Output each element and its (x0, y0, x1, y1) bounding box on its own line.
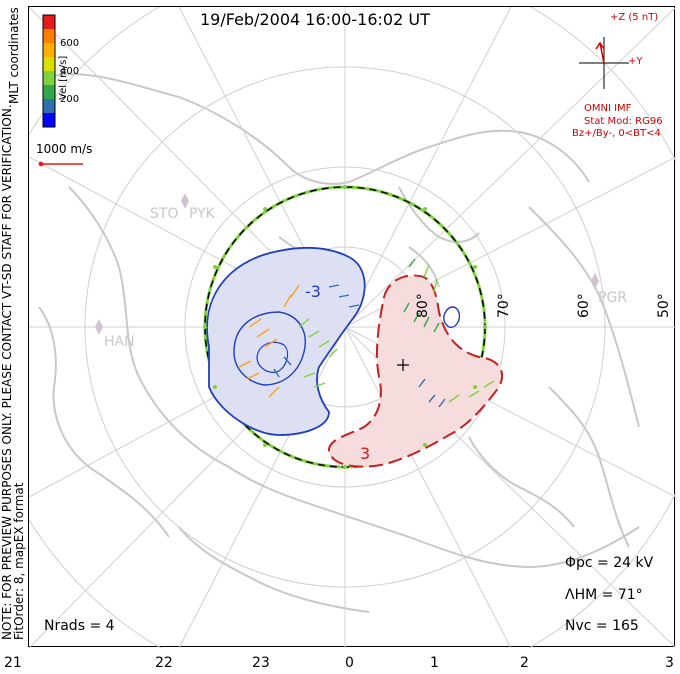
map-frame (28, 6, 676, 648)
imf-model-label: Stat Mod: RG96 (584, 116, 663, 127)
mlt-label-2: 2 (520, 655, 529, 671)
lat-label-60: 60° (576, 293, 592, 318)
color-scale-block (43, 85, 55, 100)
imf-z-label: +Z (5 nT) (610, 12, 659, 23)
negative-contour-inner (233, 311, 306, 386)
map-canvas (29, 7, 676, 648)
phi-pc-readout: Φpc = 24 kV (565, 555, 654, 571)
scale-tick-200: 200 (60, 94, 80, 105)
lambda-hm-readout: ΛHM = 71° (565, 587, 643, 603)
imf-y-label: +Y (628, 56, 643, 67)
lat-label-50: 50° (656, 293, 672, 318)
station-pyk-label: PYK (189, 206, 215, 222)
station-markers (95, 193, 599, 335)
n-vc-readout: Nvc = 165 (565, 618, 639, 634)
fit-order-note: FitOrder: 8, mapEX format (12, 482, 26, 640)
imf-conditions-label: Bz+/By-, 0<BT<4 (572, 128, 661, 139)
station-han-label: HAN (104, 334, 135, 350)
scale-tick-400: 400 (60, 66, 80, 77)
hmb-dots (203, 185, 487, 469)
reference-vector-label: 1000 m/s (36, 142, 93, 156)
color-scale-block (43, 15, 55, 30)
lat-label-80: 80° (415, 293, 431, 318)
mlt-label-0: 0 (345, 655, 354, 671)
color-scale-block (43, 113, 55, 128)
color-scale-block (43, 43, 55, 58)
positive-potential-cell (327, 274, 504, 468)
negative-potential-cell (206, 247, 366, 436)
negative-contour-label: -3 (305, 282, 321, 301)
imf-source-label: OMNI IMF (584, 103, 632, 114)
page-title: 19/Feb/2004 16:00-16:02 UT (200, 10, 430, 29)
scale-tick-600: 600 (60, 38, 80, 49)
reference-vector-arrow (38, 161, 83, 167)
color-scale-block (43, 57, 55, 72)
pole-marker (397, 359, 409, 371)
color-scale-block (43, 71, 55, 86)
mlt-label-21: 21 (4, 655, 22, 671)
negative-contour-small (443, 306, 461, 328)
imf-vector (595, 41, 605, 64)
color-scale-border (42, 14, 56, 128)
color-scale (42, 14, 56, 128)
velocity-vectors (238, 258, 495, 408)
mlt-coordinates-label: MLT coordinates (7, 7, 21, 104)
positive-contour-label: 3 (360, 444, 371, 463)
color-scale-block (43, 99, 55, 114)
mlt-label-22: 22 (155, 655, 173, 671)
mlt-label-1: 1 (430, 655, 439, 671)
mlt-label-23: 23 (252, 655, 270, 671)
nrads-readout: Nrads = 4 (44, 618, 115, 634)
station-sto-label: STO (150, 206, 179, 222)
mlt-label-3: 3 (665, 655, 674, 671)
color-scale-block (43, 29, 55, 44)
station-pgr-label: PGR (598, 290, 628, 306)
lat-label-70: 70° (496, 293, 512, 318)
mlt-meridians (29, 7, 676, 648)
